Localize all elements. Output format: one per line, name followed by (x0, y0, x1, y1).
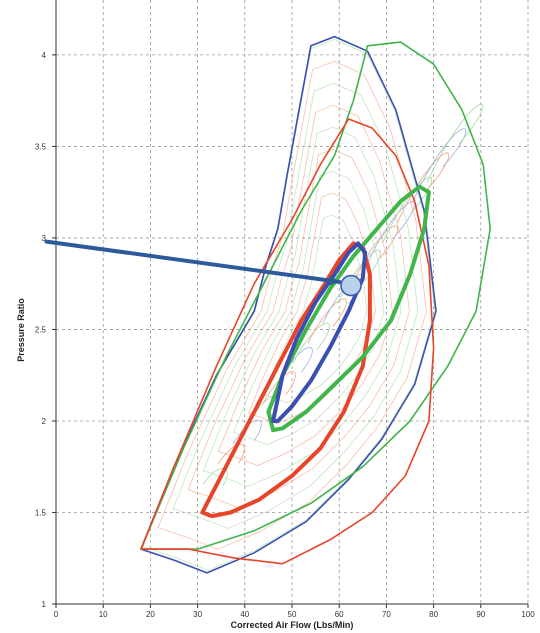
x-tick-label: 0 (54, 610, 59, 619)
x-tick-label: 40 (240, 610, 249, 619)
y-tick-label: 1.5 (35, 508, 47, 517)
speed-line (262, 371, 296, 404)
y-tick-label: 2.5 (35, 325, 47, 334)
x-tick-label: 100 (521, 610, 535, 619)
series-blue-line (140, 35, 437, 574)
x-tick-label: 10 (99, 610, 108, 619)
efficiency-ring (202, 126, 402, 487)
x-tick-label: 70 (382, 610, 391, 619)
x-tick-label: 90 (476, 610, 485, 619)
speed-line (426, 103, 484, 183)
efficiency-ring (187, 104, 410, 508)
x-tick-label: 30 (193, 610, 202, 619)
ticks: 0 10 20 30 40 50 60 70 80 90 100 1 1.5 2 2.5 3 3.5 4 (35, 51, 535, 619)
y-axis-label: Pressure Ratio (16, 298, 26, 362)
series-blue-line (271, 241, 368, 423)
speed-line (381, 176, 433, 244)
series-layer (140, 35, 491, 574)
y-tick-label: 4 (42, 51, 47, 60)
x-tick-label: 60 (335, 610, 344, 619)
x-axis-label: Corrected Air Flow (Lbs/Min) (231, 620, 354, 630)
x-tick-label: 50 (288, 610, 297, 619)
efficiency-ring (263, 214, 368, 404)
y-tick-label: 1 (42, 600, 47, 609)
pointer-line (44, 239, 342, 284)
speed-line (292, 322, 330, 364)
operating-point-marker (340, 274, 362, 297)
speed-line (367, 201, 416, 264)
y-tick-label: 3 (42, 234, 47, 243)
y-tick-label: 2 (42, 417, 47, 426)
efficiency-ring (172, 82, 419, 529)
efficiency-ring (217, 148, 393, 466)
y-tick-label: 3.5 (35, 142, 47, 151)
x-tick-label: 80 (429, 610, 438, 619)
speed-lines (142, 39, 484, 571)
series-green-line (266, 184, 431, 433)
speed-line (337, 249, 382, 304)
speed-line (307, 298, 347, 344)
speed-line (411, 128, 467, 203)
pointer-arrowhead (328, 275, 340, 286)
efficiency-ring (233, 170, 385, 445)
series-green-line (140, 41, 491, 550)
speed-line (217, 443, 245, 465)
annotations-layer (44, 239, 362, 297)
series-red-line (200, 241, 372, 519)
x-tick-label: 20 (146, 610, 155, 619)
speed-line (352, 225, 399, 284)
